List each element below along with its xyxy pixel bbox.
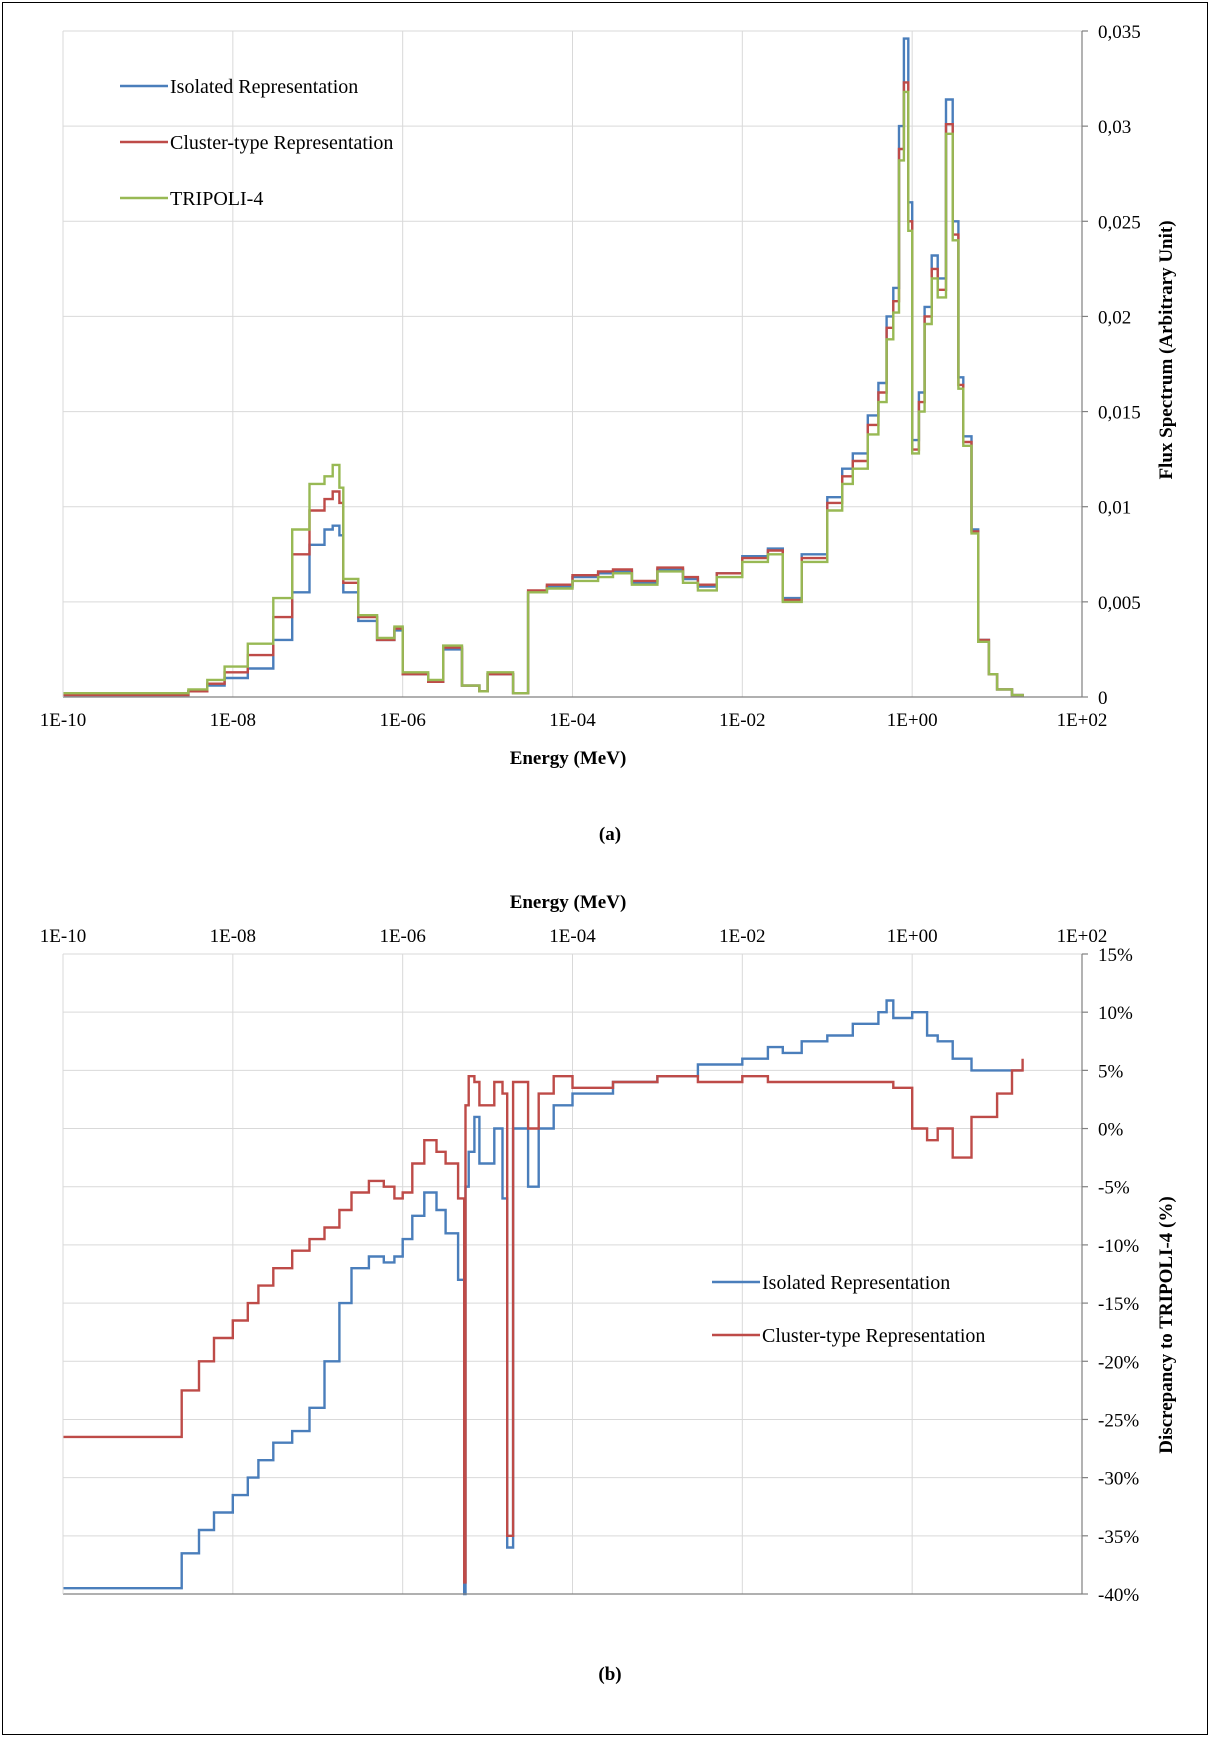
panel-a-axes: 1E-10 1E-08 1E-06 1E-04 1E-02 1E+00 1E+020 0,00… xyxy=(40,22,1141,731)
panel-b-y-tick-label: -30% xyxy=(1098,1469,1139,1490)
panel-b-x-tick-label: 1E-04 xyxy=(549,926,596,947)
panel-b-x-tick-label: 1E-10 xyxy=(40,926,86,947)
panel-a-y-tick-label: 0,02 xyxy=(1098,307,1131,328)
panel-b-y-tick-label: -20% xyxy=(1098,1352,1139,1373)
panel-a-y-tick-label: 0,035 xyxy=(1098,22,1141,43)
panel-a-x-tick-label: 1E-02 xyxy=(719,710,765,731)
panel-a-series-2 xyxy=(63,90,1024,697)
panel-b-y-tick-label: -25% xyxy=(1098,1410,1139,1431)
panel-a-grid xyxy=(63,30,1083,697)
panel-b-caption: (b) xyxy=(598,1664,621,1685)
panel-a-x-tick-label: 1E-06 xyxy=(379,710,425,731)
panel-a-legend-label: TRIPOLI-4 xyxy=(170,188,263,210)
panel-a-ylabel: Flux Spectrum (Arbitrary Unit) xyxy=(1156,220,1177,479)
panel-a-legend: Isolated Representation Cluster-type Repr… xyxy=(120,76,393,210)
panel-b-y-tick-label: -40% xyxy=(1098,1585,1139,1606)
panel-a-y-tick-label: 0,015 xyxy=(1098,403,1141,424)
panel-b-x-tick-label: 1E-08 xyxy=(210,926,256,947)
panel-a-legend-label: Cluster-type Representation xyxy=(170,132,393,154)
panel-a-legend-label: Isolated Representation xyxy=(170,76,358,98)
panel-b-y-tick-label: 15% xyxy=(1098,945,1133,966)
panel-b-y-tick-label: 5% xyxy=(1098,1061,1124,1082)
panel-b-y-tick-label: -10% xyxy=(1098,1236,1139,1257)
panel-b-x-tick-label: 1E-06 xyxy=(379,926,425,947)
panel-a-x-tick-label: 1E-04 xyxy=(549,710,596,731)
panel-a-y-tick-label: 0,01 xyxy=(1098,498,1131,519)
panel-b-grid xyxy=(63,953,1083,1594)
panel-b-series xyxy=(63,999,1024,1596)
panel-a-x-tick-label: 1E+02 xyxy=(1057,710,1108,731)
panel-b-y-tick-label: -35% xyxy=(1098,1527,1139,1548)
panel-a: 1E-10 1E-08 1E-06 1E-04 1E-02 1E+00 1E+020 0,00… xyxy=(40,22,1177,845)
panel-a-y-tick-label: 0,005 xyxy=(1098,593,1141,614)
panel-a-x-tick-label: 1E-08 xyxy=(210,710,256,731)
panel-a-y-tick-label: 0,025 xyxy=(1098,212,1141,233)
panel-b-y-tick-label: 10% xyxy=(1098,1003,1133,1024)
panel-b: Energy (MeV) 1E-10 1E-08 1E-06 1E-04 1E-02 1E… xyxy=(40,892,1177,1685)
panel-b-legend: Isolated Representation Cluster-type Repr… xyxy=(712,1272,985,1347)
panel-a-x-tick-label: 1E+00 xyxy=(887,710,938,731)
panel-b-legend-label: Cluster-type Representation xyxy=(762,1325,985,1347)
panel-b-x-tick-label: 1E+00 xyxy=(887,926,938,947)
panel-a-y-tick-label: 0 xyxy=(1098,688,1108,709)
panel-b-series-1 xyxy=(63,1058,1024,1584)
panel-b-y-tick-label: -15% xyxy=(1098,1294,1139,1315)
panel-b-y-tick-label: -5% xyxy=(1098,1178,1130,1199)
panel-a-caption: (a) xyxy=(599,824,621,845)
panel-a-y-tick-label: 0,03 xyxy=(1098,117,1131,138)
panel-a-x-tick-label: 1E-10 xyxy=(40,710,86,731)
panel-b-series-0 xyxy=(63,999,1023,1596)
panel-a-xlabel: Energy (MeV) xyxy=(510,748,627,769)
panel-b-xlabel: Energy (MeV) xyxy=(510,892,627,913)
panel-b-ylabel: Discrepancy to TRIPOLI-4 (%) xyxy=(1156,1196,1177,1453)
panel-a-series xyxy=(63,37,1024,697)
panel-b-x-tick-label: 1E-02 xyxy=(719,926,765,947)
panel-b-y-tick-label: 0% xyxy=(1098,1120,1124,1141)
panel-b-axes: 1E-10 1E-08 1E-06 1E-04 1E-02 1E+00 1E+02 -40% -… xyxy=(40,926,1140,1606)
panel-b-x-tick-label: 1E+02 xyxy=(1057,926,1108,947)
panel-b-legend-label: Isolated Representation xyxy=(762,1272,950,1294)
